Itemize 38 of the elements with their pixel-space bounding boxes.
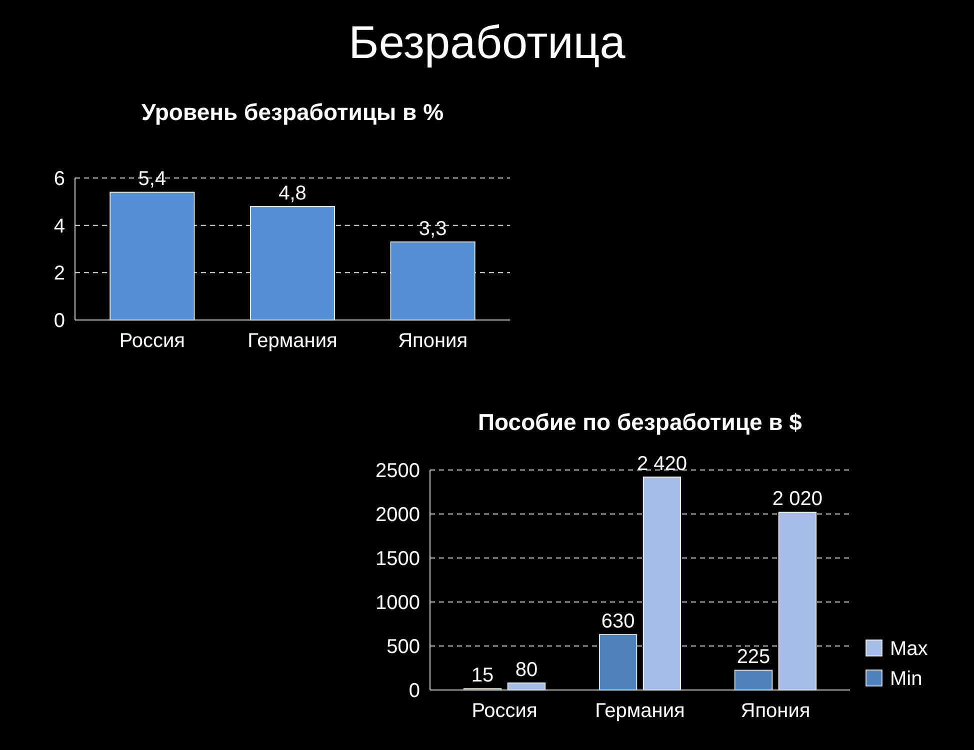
- legend-label: Max: [890, 638, 928, 660]
- y-tick-label: 2: [54, 262, 65, 285]
- data-label: 2 420: [636, 453, 687, 476]
- data-label: 15: [471, 664, 494, 687]
- x-tick-label: Германия: [595, 700, 685, 722]
- y-tick-label: 0: [54, 310, 65, 332]
- x-tick-label: Япония: [398, 330, 468, 352]
- bar: [110, 192, 195, 320]
- y-tick-label: 2500: [376, 460, 420, 482]
- bar: [507, 682, 546, 690]
- data-label: 2 020: [772, 488, 822, 510]
- text: Безработица: [348, 16, 626, 68]
- data-label: 80: [515, 658, 538, 681]
- legend-label: Min: [890, 668, 922, 690]
- x-tick-label: Россия: [472, 700, 538, 722]
- data-label: 3,3: [418, 218, 447, 240]
- data-label: 630: [601, 610, 635, 633]
- x-tick-label: Япония: [740, 700, 810, 722]
- chart-title: Уровень безработицы в %: [141, 99, 444, 125]
- bar: [598, 634, 638, 690]
- data-label: 225: [736, 646, 770, 668]
- chart-title: Пособие по безработице в $: [478, 409, 802, 435]
- y-tick-label: 6: [54, 168, 65, 190]
- y-tick-label: 1500: [376, 548, 420, 570]
- y-tick-label: 2000: [376, 504, 420, 526]
- bar: [250, 206, 335, 320]
- bar: [734, 670, 773, 690]
- x-tick-label: Германия: [248, 330, 338, 352]
- bar: [778, 512, 817, 690]
- x-tick-label: Россия: [119, 330, 185, 352]
- y-tick-label: 4: [54, 215, 65, 238]
- data-label: 5,4: [138, 168, 166, 190]
- bar: [642, 476, 682, 690]
- y-tick-label: 1000: [376, 592, 420, 614]
- data-label: 4,8: [278, 182, 306, 204]
- y-tick-label: 0: [408, 680, 420, 702]
- bar: [390, 242, 476, 320]
- y-tick-label: 500: [386, 636, 420, 658]
